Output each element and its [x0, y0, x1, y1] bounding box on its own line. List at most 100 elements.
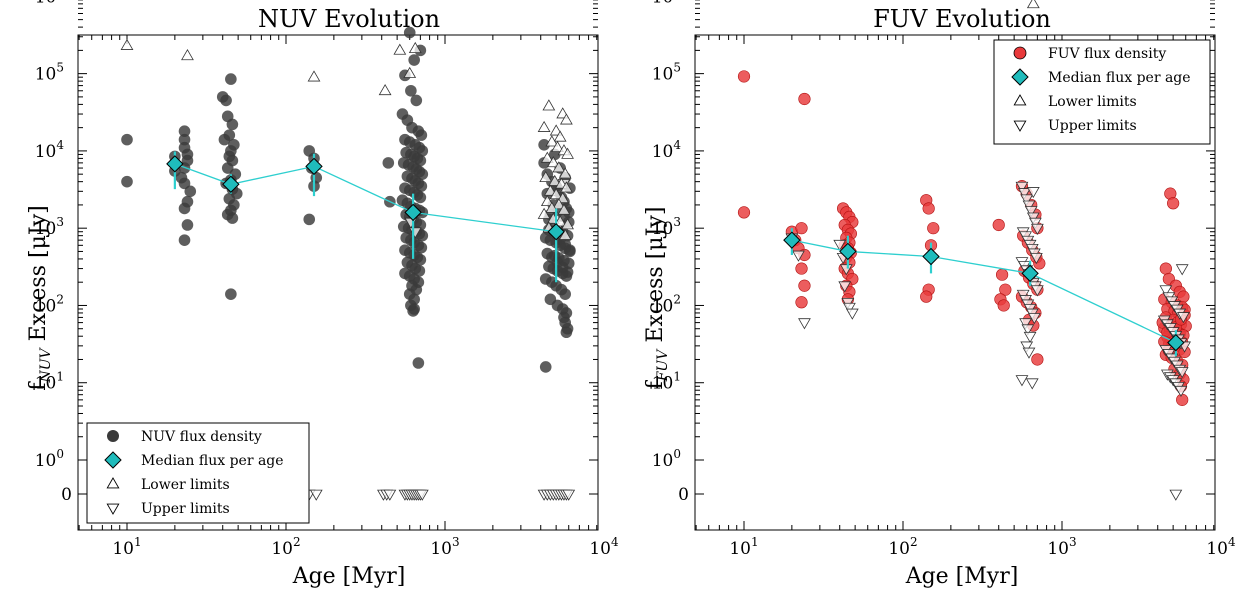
fuv-flux-point — [1167, 197, 1180, 210]
fuv-upper-limit — [1030, 285, 1044, 297]
fuv-flux-point — [997, 299, 1010, 312]
nuv-median-point — [222, 175, 240, 193]
fuv-upper-limit — [842, 302, 856, 314]
nuv-flux-point — [225, 288, 237, 300]
fuv-upper-limit — [833, 239, 847, 252]
fuv-upper-limit — [1159, 285, 1173, 297]
nuv-flux-point — [416, 229, 429, 242]
fuv-legend-box — [993, 39, 1211, 145]
fuv-upper-limit — [1015, 181, 1029, 193]
fuv-upper-limit — [1020, 341, 1034, 353]
fuv-ylabel-sub: FUV — [655, 348, 671, 383]
nuv-flux-point — [184, 185, 197, 198]
nuv-lower-limit — [542, 99, 556, 111]
nuv-flux-point — [178, 133, 191, 146]
fuv-flux-point — [1176, 393, 1189, 406]
nuv-x-tick-label: 101 — [112, 535, 141, 559]
nuv-flux-point — [303, 213, 316, 226]
nuv-lower-limit — [553, 215, 567, 227]
svg-text:fNUV Excess [μJy]: fNUV Excess [μJy] — [26, 205, 54, 390]
fuv-upper-limit — [1020, 194, 1034, 206]
nuv-y-tick-label: 103 — [35, 215, 64, 239]
nuv-ylabel-sub: NUV — [38, 347, 54, 384]
nuv-lower-limit — [120, 38, 134, 50]
nuv-flux-point — [181, 219, 194, 231]
nuv-flux-point — [178, 125, 191, 137]
fuv-upper-limit — [1029, 252, 1043, 265]
fuv-upper-limit — [1024, 206, 1038, 218]
nuv-flux-point — [403, 26, 416, 39]
fuv-title: FUV Evolution — [873, 5, 1051, 33]
nuv-flux-point — [414, 253, 427, 266]
fuv-lower-limit — [1026, 0, 1040, 9]
nuv-lower-limit — [546, 156, 560, 168]
fuv-x-tick-label: 101 — [729, 535, 758, 559]
nuv-lower-limit — [559, 113, 573, 125]
fuv-legend-label-points: FUV flux density — [1048, 46, 1166, 62]
nuv-ylabel-prefix: f — [26, 381, 51, 391]
nuv-lower-limit — [549, 188, 563, 200]
fuv-y-tick-label: 100 — [652, 447, 681, 471]
fuv-flux-point — [798, 92, 811, 106]
fuv-median-point — [1021, 264, 1039, 283]
fuv-legend-marker-upper — [1013, 120, 1027, 132]
nuv-y-axis-label: fNUV Excess [μJy] — [26, 205, 54, 390]
nuv-series — [120, 26, 576, 501]
nuv-flux-point — [405, 84, 417, 97]
nuv-lower-limit — [545, 201, 559, 213]
nuv-legend-marker-points — [107, 430, 119, 442]
fuv-upper-limit — [1026, 187, 1040, 199]
nuv-legend-label-lower: Lower limits — [141, 477, 230, 493]
fuv-x-tick-label: 104 — [1206, 535, 1236, 559]
nuv-flux-point — [412, 357, 425, 369]
nuv-y-tick-label: 0 — [61, 485, 72, 505]
fuv-x-tick-label: 102 — [888, 535, 917, 559]
nuv-flux-point — [220, 94, 232, 107]
nuv-lower-limit — [537, 120, 551, 132]
nuv-legend-label-upper: Upper limits — [141, 501, 230, 517]
nuv-lower-limit — [548, 174, 562, 186]
fuv-flux-point — [795, 296, 808, 309]
nuv-lower-limit — [552, 161, 566, 173]
nuv-median-point — [166, 155, 184, 173]
nuv-lower-limit — [307, 70, 321, 82]
fuv-ylabel-suffix: Excess [μJy] — [643, 207, 668, 350]
fuv-flux-point — [992, 218, 1005, 232]
fuv-upper-limit — [839, 264, 853, 276]
fuv-ticks — [695, 0, 1215, 530]
nuv-ylabel-suffix: Excess [μJy] — [26, 205, 51, 348]
fuv-upper-limit — [1015, 375, 1029, 387]
fuv-upper-limit — [838, 281, 852, 293]
nuv-flux-point — [410, 94, 423, 107]
fuv-upper-limit — [1176, 312, 1190, 324]
nuv-legend-label-median: Median flux per age — [141, 453, 284, 469]
nuv-legend: NUV flux density Median flux per age Lower… — [86, 422, 310, 524]
nuv-lower-limit — [559, 181, 573, 193]
fuv-flux-point — [922, 202, 935, 215]
nuv-flux-point — [226, 118, 239, 131]
nuv-lower-limit — [558, 228, 572, 240]
fuv-panel: FUV Evolution fFUV Excess [μJy] Age [Myr… — [643, 0, 1236, 589]
nuv-flux-point — [559, 288, 571, 300]
nuv-flux-point — [408, 54, 420, 66]
fuv-flux-point — [999, 283, 1012, 296]
nuv-legend-marker-lower — [106, 477, 120, 489]
fuv-upper-limit — [1017, 188, 1031, 200]
nuv-y-tick-label: 104 — [35, 138, 65, 162]
nuv-flux-point — [225, 73, 237, 85]
nuv-lower-limit — [540, 194, 554, 207]
fuv-series — [737, 0, 1192, 501]
nuv-lower-limit — [408, 41, 422, 54]
fuv-flux-point — [927, 222, 940, 235]
nuv-legend-marker-upper — [106, 503, 120, 515]
fuv-y-tick-label: 104 — [652, 138, 682, 162]
nuv-upper-limit — [383, 489, 397, 501]
nuv-flux-point — [218, 133, 231, 146]
fuv-legend-label-lower: Lower limits — [1048, 94, 1137, 110]
fuv-x-tick-label: 103 — [1047, 535, 1076, 559]
nuv-lower-limit — [552, 198, 566, 210]
nuv-x-tick-label: 102 — [271, 535, 300, 559]
fuv-median-point — [922, 247, 940, 266]
nuv-flux-point — [560, 326, 573, 339]
nuv-y-tick-label: 100 — [35, 447, 64, 471]
